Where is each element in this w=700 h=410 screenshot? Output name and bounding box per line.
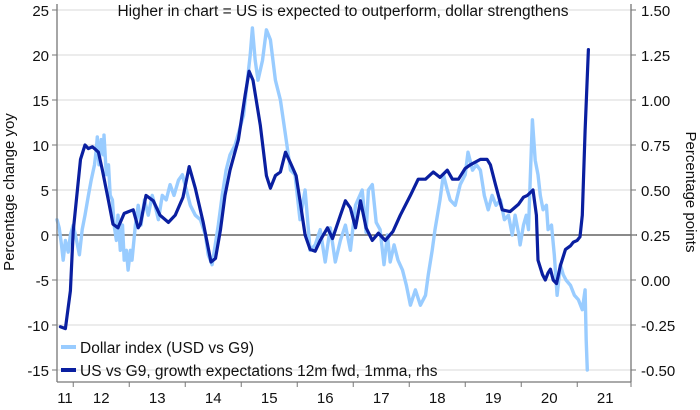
legend: Dollar index (USD vs G9) US vs G9, growt… — [61, 340, 438, 380]
x-tick-label: 21 — [597, 390, 614, 407]
x-tick-label: 17 — [373, 390, 390, 407]
left-tick-label: -10 — [27, 318, 49, 335]
series-layer — [55, 26, 590, 372]
x-tick-label: 13 — [149, 390, 166, 407]
left-tick-label: 10 — [32, 138, 49, 155]
left-tick-label: 5 — [41, 183, 49, 200]
legend-label-growth: US vs G9, growth expectations 12m fwd, 1… — [80, 363, 438, 380]
x-tick-label: 12 — [93, 390, 110, 407]
gridlines — [57, 9, 631, 371]
x-tick-label: 11 — [57, 390, 73, 407]
right-tick-label: -0.25 — [641, 318, 675, 335]
left-tick-label: 20 — [32, 48, 49, 65]
x-tick-label: 14 — [205, 390, 222, 407]
left-tick-label: -5 — [36, 273, 49, 290]
axes — [52, 4, 636, 387]
left-tick-label: 15 — [32, 93, 49, 110]
x-tick-label: 18 — [429, 390, 446, 407]
right-tick-label: 0.50 — [641, 183, 670, 200]
legend-label-dollar: Dollar index (USD vs G9) — [80, 340, 254, 357]
x-tick-label: 19 — [485, 390, 502, 407]
series-line-growth-expectations — [58, 48, 590, 331]
right-tick-label: 0.25 — [641, 228, 670, 245]
right-axis-title: Percentage points — [682, 132, 699, 253]
right-tick-label: 1.25 — [641, 48, 670, 65]
left-axis-title: Percentage change yoy — [1, 113, 18, 271]
right-tick-label: 1.50 — [641, 3, 670, 20]
legend-item-dollar: Dollar index (USD vs G9) — [61, 340, 254, 357]
chart-annotation: Higher in chart = US is expected to outp… — [117, 3, 568, 20]
x-tick-label: 16 — [317, 390, 334, 407]
x-tick-label: 20 — [541, 390, 558, 407]
left-tick-label: -15 — [27, 363, 49, 380]
right-tick-label: 1.00 — [641, 93, 670, 110]
left-tick-label: 25 — [32, 3, 49, 20]
tick-labels: 25 20 15 10 5 0 -5 -10 -15 1.50 1.25 1.00 0.75 0.50 0.… — [27, 3, 675, 407]
x-tick-label: 15 — [261, 390, 278, 407]
right-tick-label: 0.00 — [641, 273, 670, 290]
series-line-dollar-index — [55, 26, 589, 372]
right-tick-label: 0.75 — [641, 138, 670, 155]
legend-item-growth: US vs G9, growth expectations 12m fwd, 1… — [61, 363, 438, 380]
right-tick-label: -0.50 — [641, 363, 675, 380]
left-tick-label: 0 — [41, 228, 49, 245]
